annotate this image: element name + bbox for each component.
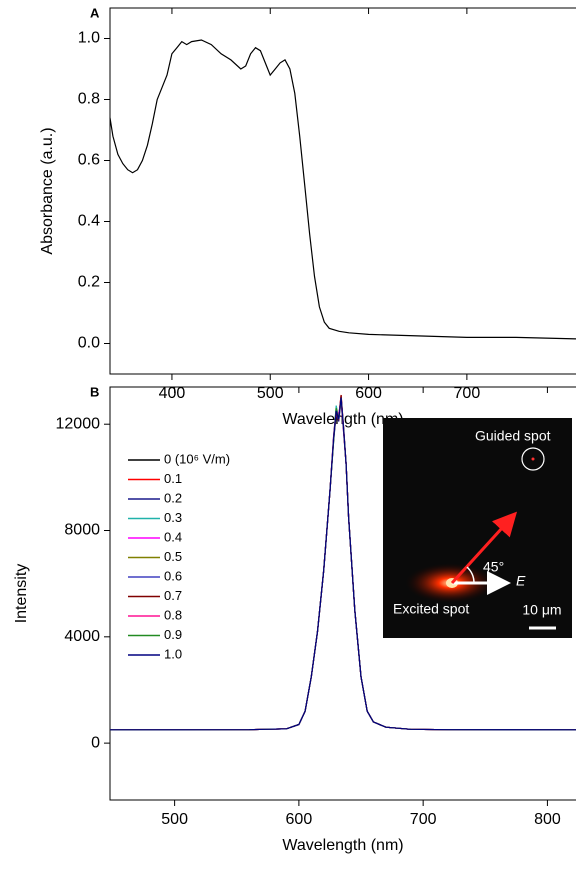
x-tick-label: 500 [161, 811, 188, 828]
spectrum-line [110, 397, 576, 731]
guide-arrow [450, 511, 518, 585]
inset-image: Guided spot 45° E Excited spot 10 μm [383, 418, 572, 638]
x-tick-label: 600 [286, 811, 313, 828]
legend-label: 0.7 [164, 588, 182, 603]
x-tick-label: 600 [355, 385, 382, 402]
inset-label: Guided spot [475, 428, 551, 444]
inset-label: Excited spot [393, 601, 469, 617]
y-axis-title: Intensity [13, 564, 30, 624]
panel-label: A [90, 5, 100, 20]
y-tick-label: 0.6 [78, 152, 100, 169]
legend-label: 0.9 [164, 627, 182, 642]
y-tick-label: 4000 [64, 628, 100, 645]
absorbance-line [109, 39, 576, 340]
guided-spot-circle [521, 447, 545, 471]
legend-label: 0.4 [164, 529, 182, 544]
legend-label: 0.2 [164, 490, 182, 505]
x-tick-label: 400 [159, 385, 186, 402]
legend-label: 0.6 [164, 568, 182, 583]
inset-background [383, 418, 572, 638]
y-tick-label: 1.0 [78, 30, 100, 47]
plot-frame [109, 7, 576, 375]
x-tick-label: 800 [534, 811, 561, 828]
legend-label: 0.3 [164, 510, 182, 525]
y-tick-label: 12000 [56, 415, 101, 432]
angle-arc [466, 566, 475, 584]
legend-label: 0.5 [164, 549, 182, 564]
y-tick-label: 0.2 [78, 274, 100, 291]
y-tick-label: 0.0 [78, 335, 100, 352]
plot-frame [109, 386, 576, 801]
inset-label: 10 μm [522, 602, 561, 618]
y-tick-label: 0.8 [78, 91, 100, 108]
y-tick-label: 0 [91, 734, 100, 751]
y-tick-label: 0.4 [78, 213, 100, 230]
guided-spot [531, 457, 535, 461]
panel-label: B [90, 384, 99, 399]
inset-label: E [516, 573, 526, 589]
legend-label: 0 (10⁶ V/m) [164, 451, 230, 466]
y-axis-title: Absorbance (a.u.) [39, 127, 56, 254]
legend-label: 1.0 [164, 646, 182, 661]
inset-label: 45° [483, 559, 504, 575]
x-tick-label: 700 [410, 811, 437, 828]
x-axis-title: Wavelength (nm) [282, 837, 403, 854]
x-tick-label: 500 [257, 385, 284, 402]
legend-label: 0.8 [164, 607, 182, 622]
x-tick-label: 700 [454, 385, 481, 402]
legend-label: 0.1 [164, 471, 182, 486]
y-tick-label: 8000 [64, 522, 100, 539]
